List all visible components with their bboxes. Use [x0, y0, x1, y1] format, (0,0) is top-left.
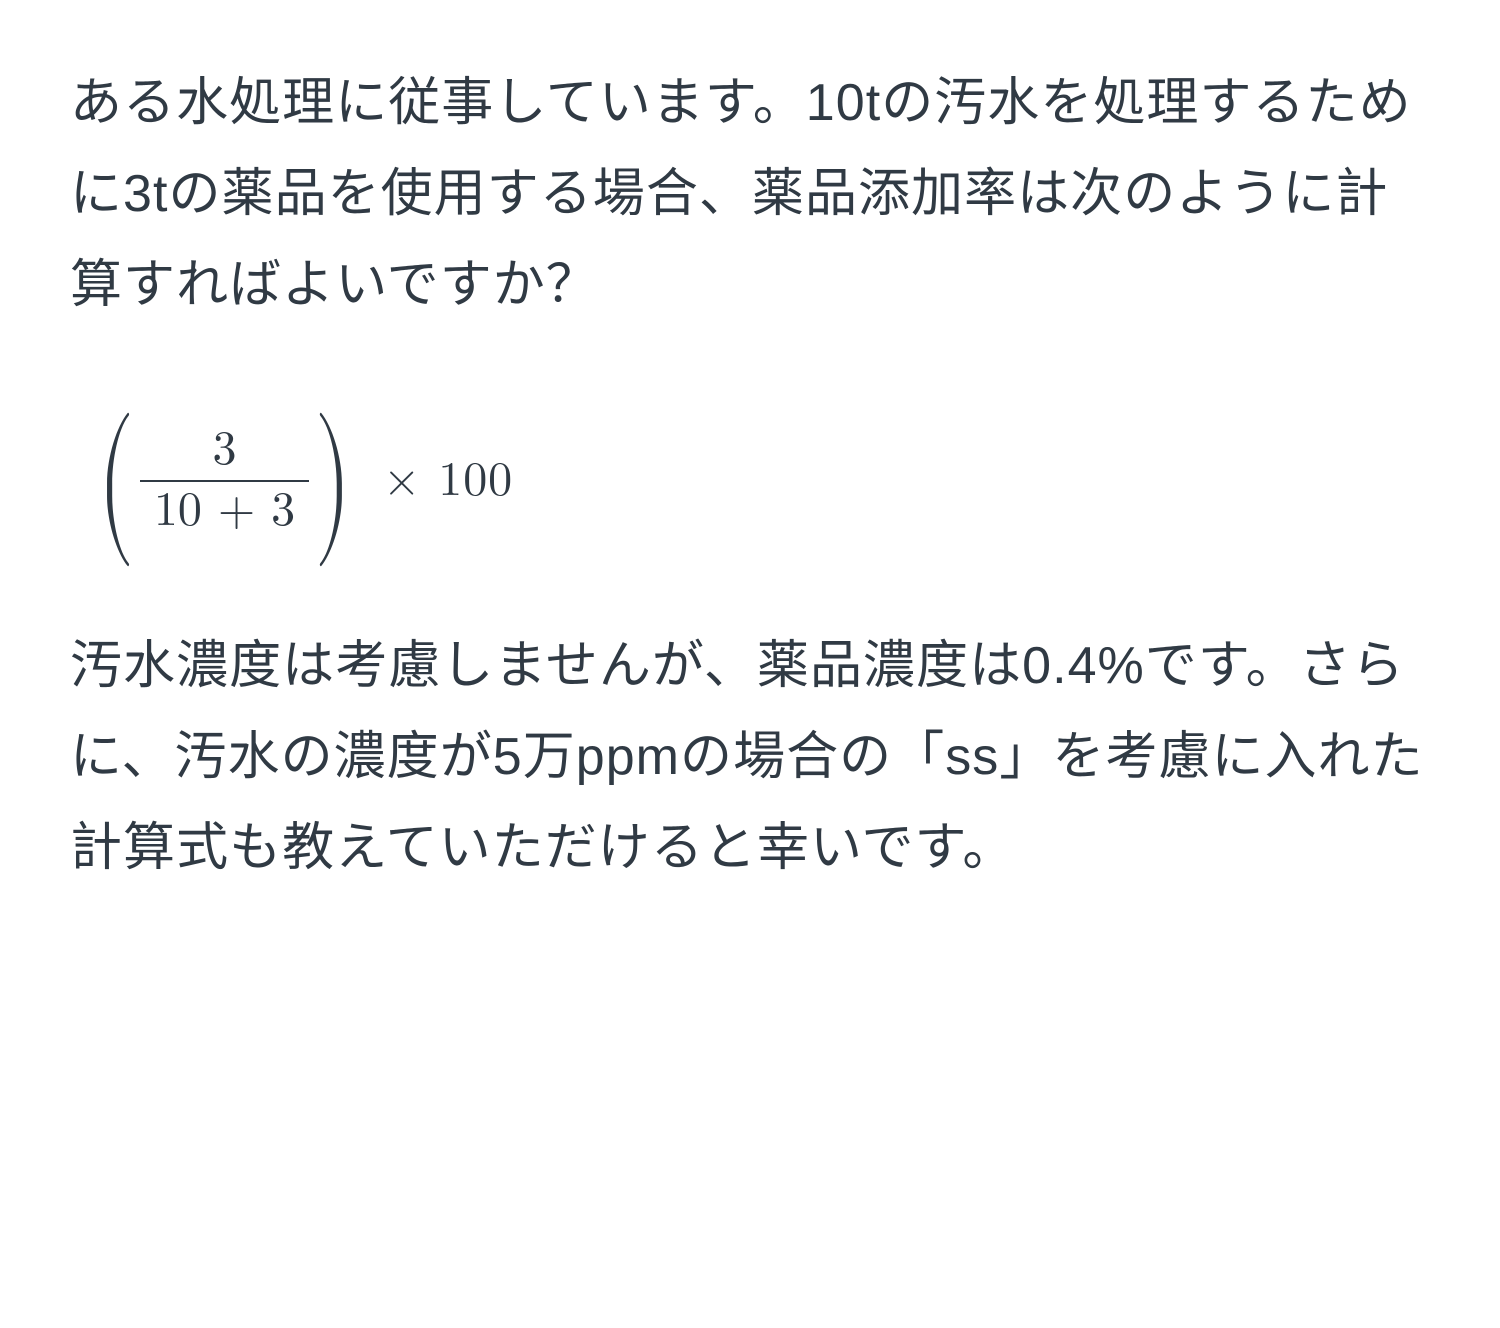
document-page: ある水処理に従事しています。10tの汚水を処理するために3tの薬品を使用する場合… [0, 0, 1500, 894]
formula-tail: × 100 [383, 452, 513, 510]
right-paren: ) [315, 404, 352, 558]
fraction-denominator: 10 + 3 [140, 482, 309, 541]
fraction: 3 10 + 3 [140, 421, 309, 541]
paragraph-2: 汚水濃度は考慮しませんが、薬品濃度は0.4%です。さらに、汚水の濃度が5万ppm… [70, 621, 1430, 894]
formula: ( 3 10 + 3 ) × 100 [86, 401, 1430, 561]
left-paren: ( [97, 404, 134, 558]
fraction-numerator: 3 [199, 421, 251, 480]
paragraph-1: ある水処理に従事しています。10tの汚水を処理するために3tの薬品を使用する場合… [70, 58, 1430, 331]
